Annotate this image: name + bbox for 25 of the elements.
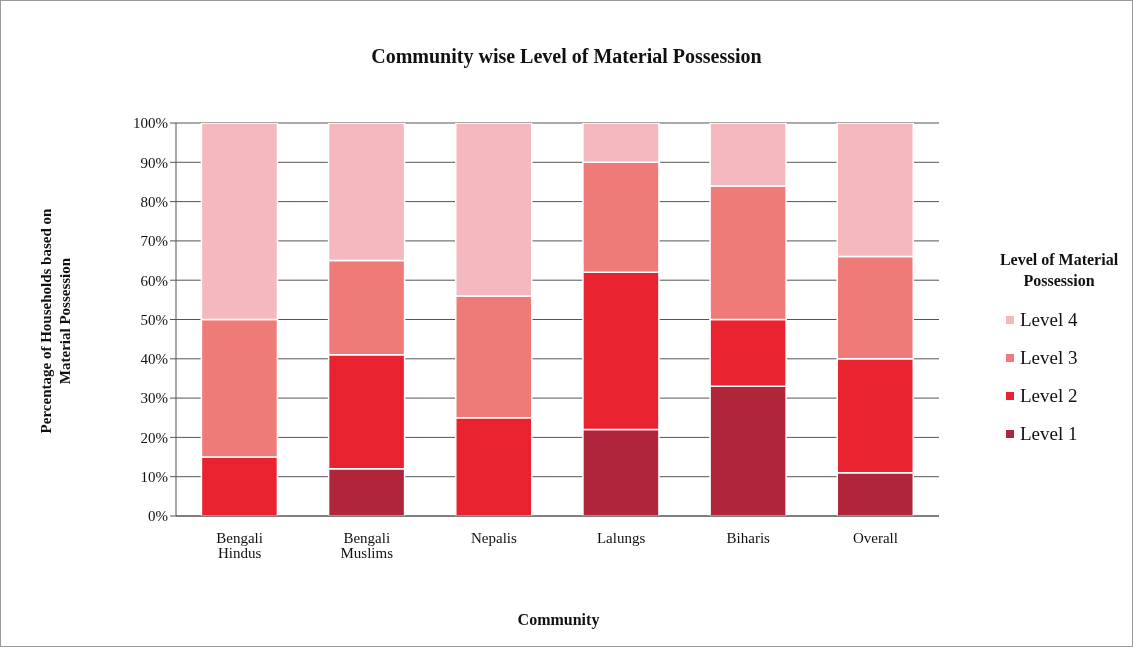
legend-title: Level of Material Possession bbox=[998, 250, 1120, 291]
y-tick-label: 100% bbox=[133, 115, 168, 132]
y-tick-label: 50% bbox=[140, 311, 168, 328]
x-tick-label: Bengali Muslims bbox=[340, 529, 394, 561]
y-tick-label: 30% bbox=[140, 390, 168, 407]
legend-label: Level 4 bbox=[1020, 309, 1078, 331]
y-tick-label: 60% bbox=[140, 272, 168, 289]
x-tick-label: Biharis bbox=[726, 529, 771, 546]
y-axis-title: Percentage of Households based on Material Possession bbox=[37, 207, 74, 436]
legend-label: Level 2 bbox=[1020, 385, 1078, 407]
y-tick-label: 80% bbox=[140, 193, 168, 210]
x-tick-label: Lalungs bbox=[596, 529, 646, 546]
y-tick-label: 10% bbox=[140, 469, 168, 486]
x-tick-label: Nepalis bbox=[471, 529, 517, 546]
legend-label: Level 3 bbox=[1020, 347, 1078, 369]
y-tick-label: 70% bbox=[140, 233, 168, 250]
y-tick-label: 20% bbox=[140, 429, 168, 446]
y-tick-label: 90% bbox=[140, 154, 168, 171]
x-tick-label: Bengali Hindus bbox=[216, 529, 263, 561]
y-tick-label: 40% bbox=[140, 351, 168, 368]
y-tick-label: 0% bbox=[148, 508, 168, 525]
chart-title: Community wise Level of Material Possession bbox=[370, 45, 763, 68]
x-tick-label: Overall bbox=[852, 529, 898, 546]
x-axis-title: Community bbox=[516, 611, 601, 629]
legend-label: Level 1 bbox=[1020, 423, 1078, 445]
